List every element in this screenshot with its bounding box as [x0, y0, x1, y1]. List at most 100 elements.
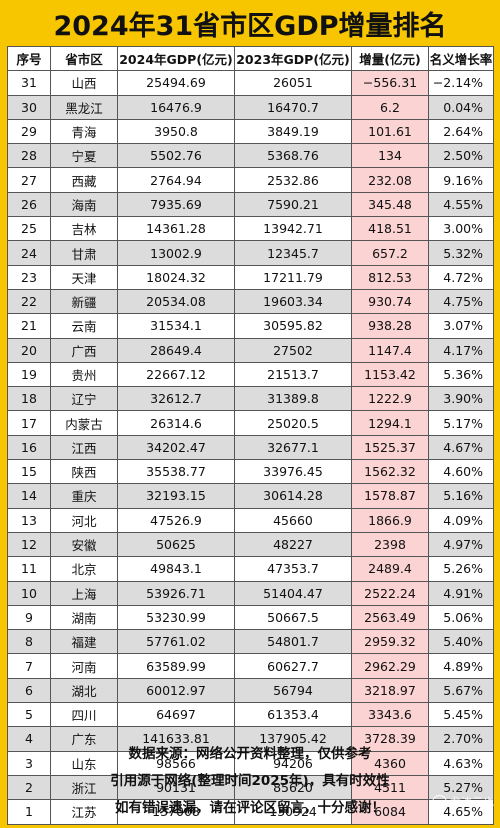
cell-region: 四川 [50, 702, 118, 728]
cell-gdp-2023: 137905.42 [234, 726, 352, 752]
cell-increase: 938.28 [351, 313, 429, 339]
cell-region: 青海 [50, 118, 118, 145]
cell-gdp-2024: 60012.97 [117, 677, 235, 704]
cell-gdp-2023: 25020.5 [234, 410, 352, 436]
header-increase: 增量(亿元) [351, 45, 429, 72]
table-row: 29 青海 3950.8 3849.19 101.61 2.64% [7, 118, 494, 145]
cell-gdp-2024: 20534.08 [117, 288, 235, 315]
cell-growth: 5.32% [428, 240, 494, 266]
header-rank: 序号 [7, 45, 51, 72]
cell-region: 河南 [50, 653, 118, 679]
cell-increase: 232.08 [351, 167, 429, 193]
cell-rank: 15 [7, 459, 51, 485]
table-row: 17 内蒙古 26314.6 25020.5 1294.1 5.17% [7, 410, 494, 436]
cell-region: 天津 [50, 264, 118, 290]
cell-region: 新疆 [50, 288, 118, 315]
cell-increase: −556.31 [351, 70, 429, 96]
footer-notes: 数据来源：网络公开资料整理，仅供参考 引用源于网络(整理时间2025年)，具有时… [0, 741, 500, 828]
cell-growth: 5.36% [428, 361, 494, 388]
table-row: 4 广东 141633.81 137905.42 3728.39 2.70% [7, 726, 494, 752]
cell-region: 海南 [50, 191, 118, 218]
table-row: 26 海南 7935.69 7590.21 345.48 4.55% [7, 191, 494, 218]
cell-region: 云南 [50, 313, 118, 339]
cell-rank: 11 [7, 556, 51, 582]
cell-rank: 26 [7, 191, 51, 218]
cell-increase: 657.2 [351, 240, 429, 266]
cell-gdp-2023: 85620 [234, 774, 352, 801]
table-row: 7 河南 63589.99 60627.7 2962.29 4.89% [7, 653, 494, 679]
cell-increase: 1147.4 [351, 337, 429, 363]
cell-growth: 5.17% [428, 410, 494, 436]
cell-increase: 3218.97 [351, 677, 429, 704]
cell-rank: 25 [7, 216, 51, 242]
cell-growth: 2.50% [428, 143, 494, 169]
cell-region: 陕西 [50, 459, 118, 485]
cell-increase: 1866.9 [351, 507, 429, 533]
cell-gdp-2024: 22667.12 [117, 361, 235, 388]
cell-growth: 4.72% [428, 264, 494, 290]
cell-region: 安徽 [50, 531, 118, 558]
cell-increase: 812.53 [351, 264, 429, 290]
cell-region: 湖北 [50, 677, 118, 704]
cell-rank: 17 [7, 410, 51, 436]
cell-gdp-2024: 5502.76 [117, 143, 235, 169]
cell-increase: 6084 [351, 799, 429, 825]
page-title: 2024年31省市区GDP增量排名 [53, 10, 447, 42]
cell-increase: 4360 [351, 750, 429, 776]
cell-increase: 2522.24 [351, 580, 429, 606]
cell-rank: 27 [7, 167, 51, 193]
cell-increase: 930.74 [351, 288, 429, 315]
cell-increase: 3728.39 [351, 726, 429, 752]
cell-increase: 1153.42 [351, 361, 429, 388]
table-row: 10 上海 53926.71 51404.47 2522.24 4.91% [7, 580, 494, 606]
cell-rank: 12 [7, 531, 51, 558]
cell-gdp-2023: 30595.82 [234, 313, 352, 339]
watermark-text: 龙涛云也 [450, 796, 494, 809]
cell-gdp-2023: 13942.71 [234, 216, 352, 242]
cell-increase: 418.51 [351, 216, 429, 242]
table-row: 19 贵州 22667.12 21513.7 1153.42 5.36% [7, 361, 494, 388]
cell-gdp-2024: 57761.02 [117, 629, 235, 655]
watermark-logo-icon [432, 794, 447, 810]
cell-gdp-2023: 47353.7 [234, 556, 352, 582]
cell-region: 上海 [50, 580, 118, 606]
table-row: 6 湖北 60012.97 56794 3218.97 5.67% [7, 677, 494, 704]
cell-increase: 1294.1 [351, 410, 429, 436]
cell-rank: 16 [7, 434, 51, 461]
header-gdp-2023: 2023年GDP(亿元) [234, 45, 352, 72]
cell-gdp-2024: 32612.7 [117, 386, 235, 412]
cell-rank: 5 [7, 702, 51, 728]
cell-gdp-2024: 35538.77 [117, 459, 235, 485]
cell-gdp-2024: 13002.9 [117, 240, 235, 266]
cell-growth: −2.14% [428, 70, 494, 96]
cell-gdp-2023: 7590.21 [234, 191, 352, 218]
cell-gdp-2023: 56794 [234, 677, 352, 704]
table-row: 28 宁夏 5502.76 5368.76 134 2.50% [7, 143, 494, 169]
header-gdp-2024: 2024年GDP(亿元) [117, 45, 235, 72]
cell-region: 浙江 [50, 774, 118, 801]
cell-gdp-2024: 28649.4 [117, 337, 235, 363]
cell-gdp-2023: 5368.76 [234, 143, 352, 169]
cell-gdp-2024: 53230.99 [117, 604, 235, 631]
cell-region: 内蒙古 [50, 410, 118, 436]
cell-gdp-2024: 90131 [117, 774, 235, 801]
cell-rank: 14 [7, 483, 51, 509]
cell-rank: 31 [7, 70, 51, 96]
cell-gdp-2023: 31389.8 [234, 386, 352, 412]
cell-increase: 134 [351, 143, 429, 169]
cell-region: 山西 [50, 70, 118, 96]
cell-gdp-2023: 94206 [234, 750, 352, 776]
table-row: 14 重庆 32193.15 30614.28 1578.87 5.16% [7, 483, 494, 509]
cell-growth: 5.16% [428, 483, 494, 509]
table-row: 21 云南 31534.1 30595.82 938.28 3.07% [7, 313, 494, 339]
cell-rank: 22 [7, 288, 51, 315]
cell-increase: 2563.49 [351, 604, 429, 631]
cell-rank: 20 [7, 337, 51, 363]
cell-gdp-2023: 26051 [234, 70, 352, 96]
cell-rank: 19 [7, 361, 51, 388]
cell-increase: 1562.32 [351, 459, 429, 485]
cell-rank: 6 [7, 677, 51, 704]
cell-rank: 4 [7, 726, 51, 752]
cell-growth: 4.75% [428, 288, 494, 315]
cell-gdp-2024: 47526.9 [117, 507, 235, 533]
